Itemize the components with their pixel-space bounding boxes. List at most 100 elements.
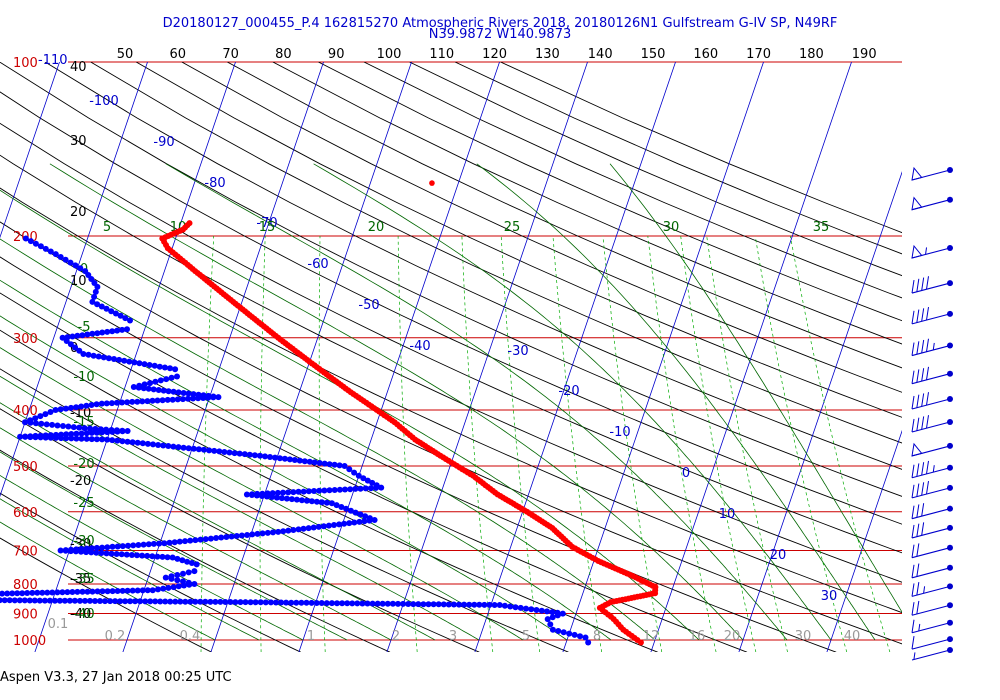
dewpoint-point — [333, 502, 340, 509]
dewpoint-point — [47, 434, 54, 441]
dewpoint-point — [63, 338, 70, 344]
dewpoint-point — [175, 444, 182, 451]
dewpoint-point — [140, 385, 147, 392]
pressure-tick-label: 500 — [13, 460, 38, 475]
mixing-ratio-line — [397, 235, 418, 652]
isotherm-label: -100 — [89, 94, 119, 109]
isotherm-line — [298, 62, 500, 652]
wind-barb-feather — [926, 306, 929, 321]
pressure-tick-label: 900 — [13, 608, 38, 623]
moist-adiabat-line — [0, 238, 656, 641]
dewpoint-point — [278, 599, 285, 606]
moist-adiabat-line — [0, 474, 304, 641]
dewpoint-point — [165, 443, 172, 449]
dewpoint-point — [132, 598, 139, 605]
dewpoint-point — [200, 395, 207, 401]
dewpoint-point — [71, 597, 78, 604]
dewpoint-point — [207, 598, 214, 605]
dewpoint-point — [57, 547, 64, 554]
dry-adiabat-line — [181, 62, 902, 393]
dewpoint-point — [119, 587, 126, 594]
dewpoint-point — [105, 355, 112, 362]
wind-barb-staff — [911, 547, 951, 559]
dewpoint-point — [321, 487, 328, 494]
dewpoint-point — [187, 598, 194, 605]
dewpoint-point — [170, 388, 177, 395]
mixing-ratio-line — [500, 235, 541, 652]
dewpoint-point — [76, 347, 83, 354]
dewpoint-point — [180, 390, 187, 396]
dewpoint-point — [211, 447, 218, 454]
dewpoint-point — [252, 599, 259, 606]
dewpoint-point — [288, 496, 295, 503]
dewpoint-point — [129, 587, 136, 594]
dewpoint-point — [124, 399, 131, 406]
dewpoint-point — [139, 587, 146, 594]
dewpoint-point — [259, 530, 266, 537]
isotherm-label: 0 — [682, 466, 690, 481]
dewpoint-point — [81, 425, 88, 432]
dewpoint-point — [94, 588, 101, 595]
dewpoint-point — [268, 494, 275, 500]
dewpoint-point — [373, 484, 379, 491]
dewpoint-point — [72, 262, 79, 269]
height-tick-label: -40 — [70, 607, 91, 622]
dewpoint-point — [67, 259, 74, 266]
dewpoint-point — [125, 542, 131, 549]
dewpoint-point — [134, 398, 141, 405]
wind-barb-feather — [926, 415, 929, 429]
dewpoint-point — [190, 391, 197, 398]
dewpoint-point — [149, 397, 156, 404]
dewpoint-point — [278, 495, 285, 502]
dewpoint-point — [95, 353, 102, 360]
isotherm-line — [210, 62, 412, 652]
dewpoint-point — [150, 386, 157, 393]
dewpoint-point — [152, 598, 159, 605]
dewpoint-point — [129, 439, 136, 446]
moist-adiabat-label: -40 — [73, 607, 94, 622]
wind-barb — [911, 442, 953, 457]
dewpoint-point — [160, 442, 167, 449]
mixing-ratio-line — [602, 235, 663, 652]
dewpoint-point — [251, 452, 258, 459]
wind-barb-half-feather — [918, 623, 921, 632]
dewpoint-point — [89, 588, 96, 595]
wind-barb-staff — [911, 373, 951, 385]
dewpoint-point — [16, 597, 23, 604]
dewpoint-point — [57, 406, 64, 413]
dewpoint-point — [124, 587, 131, 594]
dewpoint-point — [346, 466, 353, 473]
dewpoint-point — [144, 587, 151, 594]
wind-barb-pennant — [911, 244, 923, 259]
wind-barb — [911, 196, 953, 211]
wind-barb — [911, 166, 953, 181]
wind-barb-staff — [911, 649, 951, 661]
dewpoint-point — [179, 396, 186, 403]
dewpoint-point — [544, 608, 550, 615]
dewpoint-point — [135, 384, 142, 391]
dewpoint-point — [0, 597, 3, 604]
dewpoint-point — [344, 600, 351, 607]
dry-adiabat-line — [0, 154, 902, 583]
wind-barb-staff — [911, 467, 951, 479]
dewpoint-point — [144, 398, 151, 405]
dewpoint-point — [99, 436, 105, 443]
dewpoint-point — [185, 390, 192, 397]
dewpoint-point — [582, 634, 589, 641]
mixing-ratio-label: 0.2 — [105, 629, 126, 644]
dewpoint-point — [134, 552, 140, 559]
dewpoint-point — [144, 552, 151, 559]
dewpoint-point — [160, 387, 167, 394]
top-axis-label: 130 — [535, 47, 560, 62]
dewpoint-point — [357, 511, 364, 518]
dewpoint-point — [549, 626, 556, 633]
dewpoint-point — [313, 498, 320, 505]
dewpoint-point — [99, 329, 106, 336]
dewpoint-point — [162, 574, 169, 581]
dewpoint-point — [62, 256, 69, 263]
dewpoint-point — [88, 402, 95, 408]
dewpoint-point — [119, 326, 126, 333]
dewpoint-point — [507, 603, 514, 610]
dewpoint-point — [27, 434, 34, 441]
dewpoint-point — [114, 437, 121, 444]
